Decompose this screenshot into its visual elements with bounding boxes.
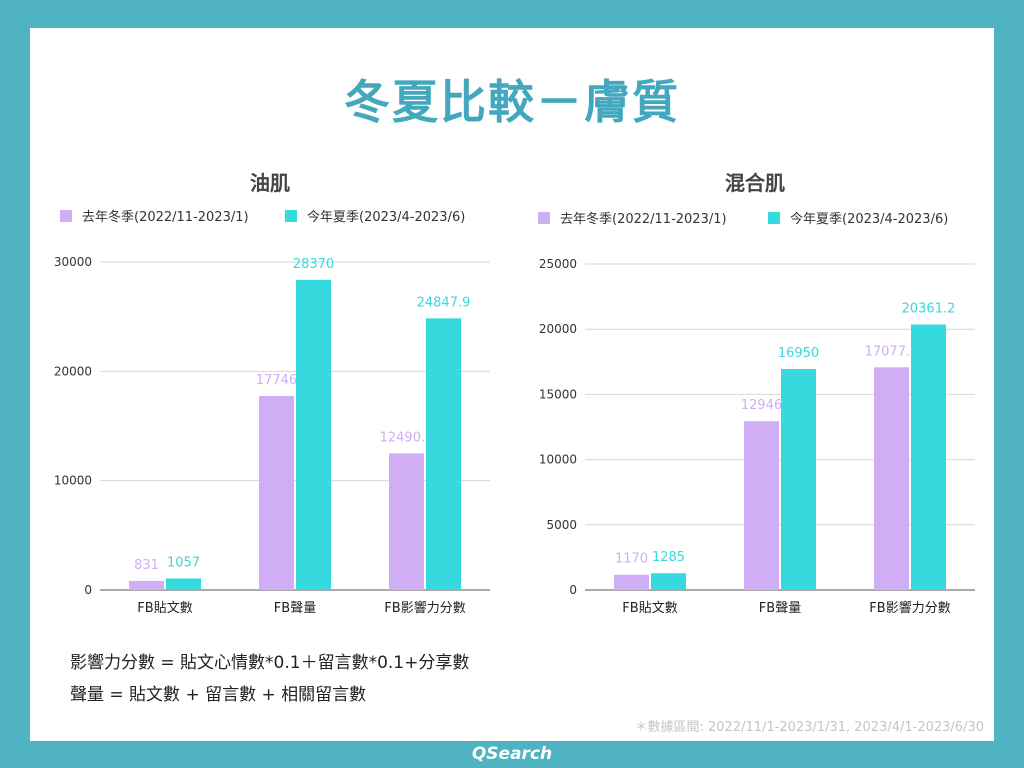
oily-bar-s1-2	[426, 318, 461, 590]
combo-data-label-s0-2: 17077.5	[865, 344, 919, 359]
oily-category-label-1: FB聲量	[274, 600, 316, 616]
combo-data-label-s1-0: 1285	[652, 550, 685, 565]
combo-ytick-label-5: 25000	[539, 257, 577, 271]
oily-legend-label-1: 今年夏季(2023/4-2023/6)	[307, 209, 465, 225]
combo-legend-swatch-1	[768, 212, 780, 224]
oily-data-label-s1-2: 24847.9	[417, 295, 471, 310]
oily-data-label-s1-1: 28370	[293, 257, 334, 272]
content-card	[30, 28, 994, 741]
oily-bar-s0-0	[129, 580, 164, 590]
oily-category-label-0: FB貼文數	[137, 601, 192, 616]
oily-bar-s0-1	[259, 395, 294, 590]
oily-bar-s0-2	[389, 453, 424, 590]
oily-ytick-label-2: 20000	[54, 364, 92, 378]
combo-bar-s1-1	[781, 368, 816, 590]
combo-data-label-s1-2: 20361.2	[902, 301, 956, 316]
combo-legend-label-1: 今年夏季(2023/4-2023/6)	[790, 211, 948, 227]
page-title: 冬夏比較－膚質	[344, 75, 680, 129]
combo-ytick-label-0: 0	[569, 583, 577, 597]
oily-ytick-label-3: 30000	[54, 255, 92, 269]
oily-legend-swatch-1	[285, 210, 297, 222]
oily-data-label-s1-0: 1057	[167, 555, 200, 570]
combo-ytick-label-2: 10000	[539, 453, 577, 467]
combo-bar-s0-0	[614, 574, 649, 590]
oily-category-label-2: FB影響力分數	[384, 600, 465, 616]
combo-legend-label-0: 去年冬季(2022/11-2023/1)	[560, 211, 727, 227]
combo-category-label-1: FB聲量	[759, 600, 801, 616]
combo-category-label-2: FB影響力分數	[869, 600, 950, 616]
combo-chart-title: 混合肌	[725, 171, 785, 195]
data-period-footnote: ＊數據區間: 2022/11/1-2023/1/31, 2023/4/1-202…	[634, 720, 984, 735]
oily-data-label-s0-1: 17746	[256, 373, 297, 388]
combo-data-label-s0-1: 12946	[741, 398, 782, 413]
combo-legend-swatch-0	[538, 212, 550, 224]
combo-bar-s0-2	[874, 367, 909, 590]
formula-note-volume: 聲量 = 貼文數 + 留言數 + 相關留言數	[70, 685, 367, 705]
oily-chart-title: 油肌	[250, 171, 290, 195]
combo-ytick-label-4: 20000	[539, 322, 577, 336]
combo-bar-s1-0	[651, 573, 686, 590]
combo-bar-s1-2	[911, 324, 946, 590]
combo-bar-s0-1	[744, 421, 779, 590]
oily-data-label-s0-0: 831	[134, 558, 159, 573]
oily-bar-s1-0	[166, 578, 201, 590]
oily-bar-s1-1	[296, 279, 331, 590]
combo-data-label-s1-1: 16950	[778, 346, 819, 361]
combo-ytick-label-1: 5000	[546, 518, 577, 532]
oily-ytick-label-1: 10000	[54, 474, 92, 488]
oily-legend-swatch-0	[60, 210, 72, 222]
oily-legend-label-0: 去年冬季(2022/11-2023/1)	[82, 209, 249, 225]
oily-data-label-s0-2: 12490.3	[380, 430, 434, 445]
oily-ytick-label-0: 0	[84, 583, 92, 597]
combo-ytick-label-3: 15000	[539, 387, 577, 401]
formula-note-influence: 影響力分數 = 貼文心情數*0.1＋留言數*0.1+分享數	[70, 653, 470, 673]
brand-logo-text: QSearch	[471, 744, 553, 764]
combo-data-label-s0-0: 1170	[615, 552, 648, 567]
combo-category-label-0: FB貼文數	[622, 601, 677, 616]
